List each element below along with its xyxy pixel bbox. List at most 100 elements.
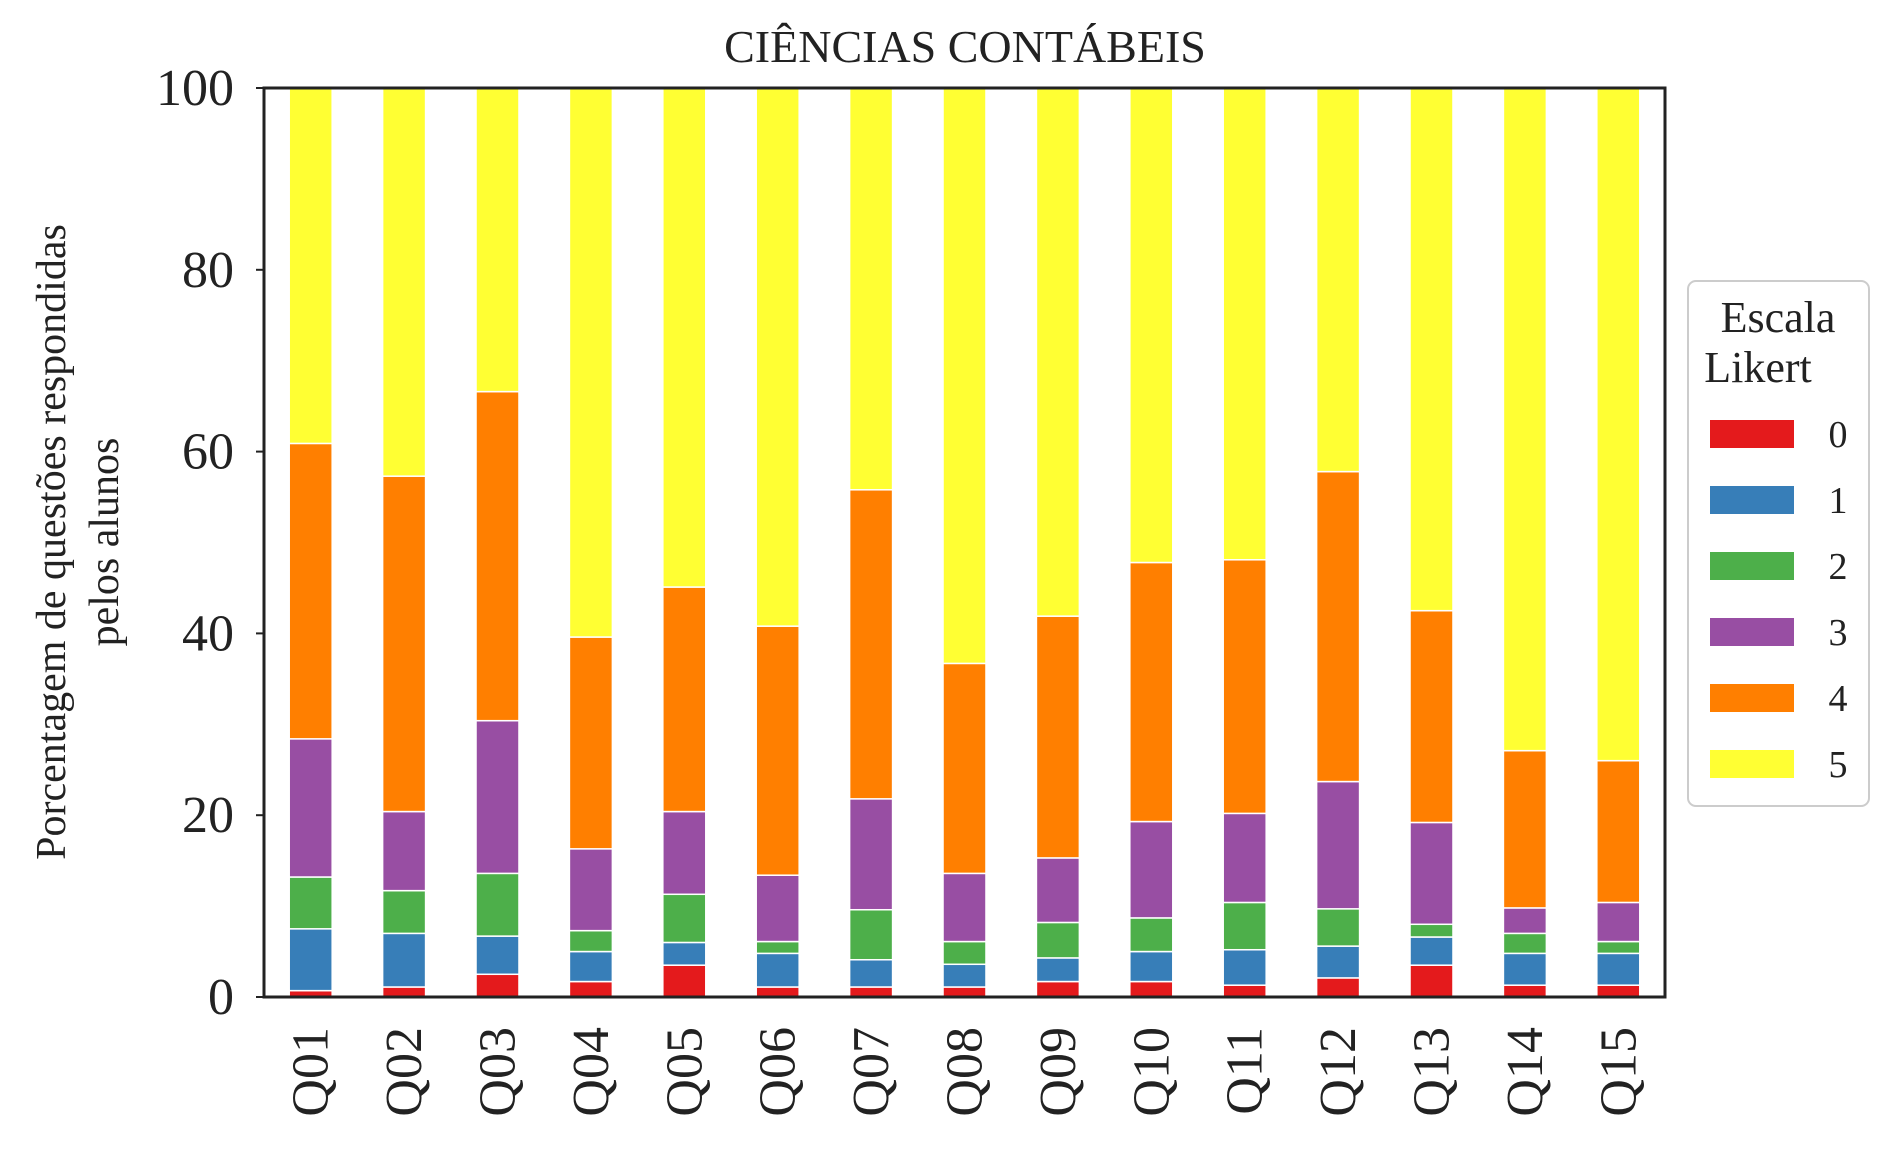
bar-q04-likert-1 (568, 950, 614, 983)
bar-q05-likert-3 (662, 810, 707, 896)
bar-q01-likert-3 (288, 738, 333, 878)
bar-q07-likert-4 (848, 489, 894, 800)
y-axis-ticks: 0 20 40 60 80 100 (156, 60, 264, 1026)
bar-q05-likert-4 (662, 586, 707, 813)
bar-q13-likert-2 (1409, 923, 1454, 938)
bar-q11-likert-5 (1222, 87, 1267, 561)
y-axis-label-line-2: pelos alunos (82, 438, 128, 647)
legend-items: 0 1 2 3 4 5 (1710, 414, 1848, 786)
bar-q15-likert-3 (1596, 901, 1641, 943)
bar-q09-likert-5 (1035, 87, 1081, 617)
bar-q07-likert-3 (848, 798, 894, 911)
bar-q06-likert-2 (755, 940, 800, 955)
bar-q14-likert-1 (1502, 952, 1548, 986)
bar-q12-likert-3 (1315, 780, 1361, 910)
bar-q02-likert-3 (381, 810, 427, 892)
x-tick-label-q01: Q01 (283, 1027, 340, 1117)
bar-q11-likert-2 (1222, 901, 1267, 951)
y-tick-label-80: 80 (182, 242, 234, 299)
bar-q11-likert-4 (1222, 559, 1267, 815)
bar-q15-likert-5 (1596, 87, 1641, 762)
legend-swatch-2 (1710, 552, 1794, 580)
x-tick-label-q03: Q03 (470, 1027, 527, 1117)
bar-q02-likert-1 (381, 932, 427, 988)
plot-frame (262, 86, 1667, 999)
bar-q03-likert-3 (475, 719, 520, 875)
bar-q14-likert-0 (1502, 984, 1548, 998)
bar-q14-likert-5 (1502, 87, 1548, 752)
legend-box (1687, 280, 1870, 807)
bar-q02-likert-5 (381, 87, 427, 477)
legend: Escala Likert 0 1 2 3 4 5 (1687, 280, 1870, 807)
legend-label-3: 3 (1829, 612, 1848, 654)
x-tick-label-q07: Q07 (843, 1027, 900, 1117)
bar-q09-likert-3 (1035, 857, 1081, 924)
y-tick-label-60: 60 (182, 424, 234, 481)
bar-q05-likert-2 (662, 893, 707, 944)
bar-q10-likert-1 (1129, 950, 1174, 983)
legend-swatch-0 (1710, 420, 1794, 448)
bar-q13-likert-1 (1409, 936, 1454, 966)
bar-q08-likert-2 (942, 940, 987, 966)
legend-swatch-3 (1710, 618, 1794, 646)
y-axis-label-line-1: Porcentagem de questões respondidas (29, 224, 75, 860)
bar-q14-likert-2 (1502, 932, 1548, 955)
bar-q04-likert-2 (568, 929, 614, 953)
bar-q11-likert-1 (1222, 948, 1267, 986)
bar-q03-likert-4 (475, 390, 520, 722)
y-tick-label-40: 40 (182, 605, 234, 662)
bar-q12-likert-0 (1315, 977, 1361, 998)
legend-label-2: 2 (1829, 546, 1848, 588)
bar-q12-likert-4 (1315, 470, 1361, 783)
bar-q10-likert-5 (1129, 87, 1174, 564)
bar-q04-likert-4 (568, 636, 614, 850)
x-tick-label-q02: Q02 (376, 1027, 433, 1117)
x-tick-label-q06: Q06 (750, 1027, 807, 1117)
bar-q13-likert-5 (1409, 87, 1454, 612)
bar-q15-likert-0 (1596, 984, 1641, 998)
legend-label-4: 4 (1829, 678, 1848, 720)
bar-q04-likert-5 (568, 87, 614, 638)
bar-q03-likert-5 (475, 87, 520, 393)
bar-q09-likert-2 (1035, 921, 1081, 959)
bar-q01-likert-4 (288, 442, 333, 740)
bar-q12-likert-2 (1315, 908, 1361, 947)
bar-q10-likert-3 (1129, 820, 1174, 919)
legend-label-0: 0 (1829, 414, 1848, 456)
bar-q09-likert-1 (1035, 957, 1081, 983)
x-tick-label-q10: Q10 (1123, 1027, 1180, 1117)
bar-q01-likert-5 (288, 87, 333, 445)
bar-q07-likert-2 (848, 908, 894, 961)
legend-label-1: 1 (1829, 480, 1848, 522)
bar-q11-likert-0 (1222, 984, 1267, 998)
bars-layer (288, 87, 1641, 998)
bar-q08-likert-3 (942, 872, 987, 943)
bar-q15-likert-2 (1596, 940, 1641, 955)
bar-q11-likert-3 (1222, 812, 1267, 904)
chart-title: CIÊNCIAS CONTÁBEIS (724, 21, 1206, 72)
legend-swatch-4 (1710, 684, 1794, 712)
bar-q09-likert-4 (1035, 615, 1081, 859)
x-tick-label-q08: Q08 (937, 1027, 994, 1117)
bar-q03-likert-2 (475, 872, 520, 937)
legend-title-line-2: Likert (1704, 343, 1812, 392)
bar-q13-likert-3 (1409, 821, 1454, 926)
x-tick-label-q14: Q14 (1497, 1027, 1554, 1117)
bar-q03-likert-0 (475, 973, 520, 998)
bar-q14-likert-3 (1502, 907, 1548, 935)
legend-label-5: 5 (1829, 744, 1848, 786)
bar-q10-likert-4 (1129, 561, 1174, 823)
bar-q07-likert-1 (848, 958, 894, 988)
y-tick-label-0: 0 (208, 969, 234, 1026)
bar-q01-likert-1 (288, 928, 333, 992)
x-tick-label-q15: Q15 (1590, 1027, 1647, 1117)
x-tick-label-q04: Q04 (563, 1027, 620, 1117)
x-tick-label-q05: Q05 (656, 1027, 713, 1117)
bar-q08-likert-5 (942, 87, 987, 665)
bar-q14-likert-4 (1502, 749, 1548, 909)
bar-q06-likert-1 (755, 952, 800, 988)
bar-q08-likert-4 (942, 662, 987, 875)
bar-q04-likert-3 (568, 848, 614, 932)
